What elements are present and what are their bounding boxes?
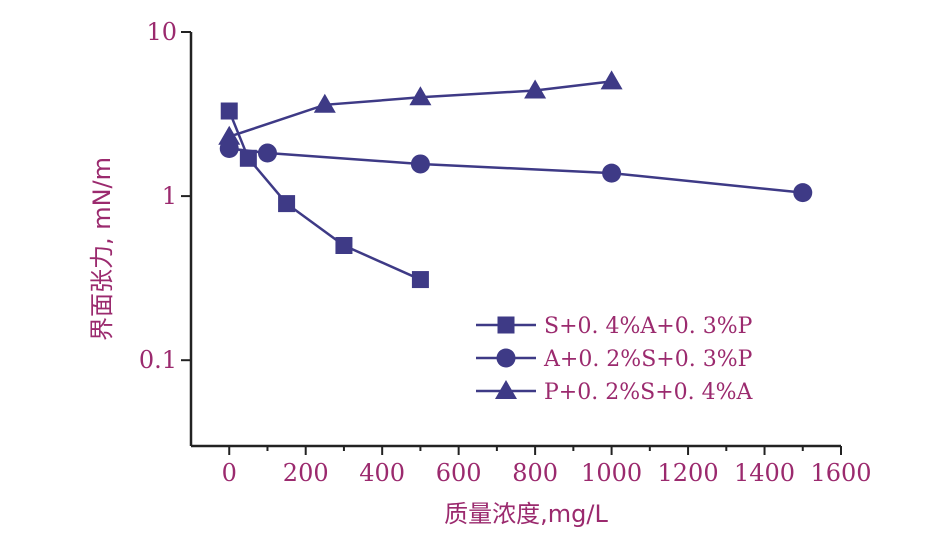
legend-marker	[496, 348, 516, 368]
y-tick-label: 10	[146, 18, 177, 46]
legend-label: S+0. 4%A+0. 3%P	[544, 314, 753, 339]
x-tick-label: 600	[436, 459, 482, 487]
legend-item: S+0. 4%A+0. 3%P	[476, 314, 753, 339]
legend-label: P+0. 2%S+0. 4%A	[544, 380, 754, 405]
x-tick-label: 200	[283, 459, 329, 487]
series-square	[220, 102, 429, 289]
data-point	[278, 195, 296, 213]
legend-item: P+0. 2%S+0. 4%A	[476, 380, 754, 405]
data-point	[410, 154, 430, 174]
data-point	[793, 183, 813, 203]
data-point	[335, 236, 353, 254]
data-point	[218, 125, 241, 145]
y-tick-label: 1	[162, 182, 177, 210]
data-point	[600, 70, 623, 90]
series-line	[228, 110, 421, 281]
data-point	[602, 163, 622, 183]
y-axis-title: 界面张力, mN/m	[88, 157, 116, 341]
legend-item: A+0. 2%S+0. 3%P	[476, 347, 753, 372]
data-point	[257, 143, 277, 163]
x-tick-label: 0	[222, 459, 237, 487]
series-layer	[218, 70, 813, 289]
data-point	[313, 93, 336, 113]
legend-marker	[495, 380, 517, 399]
x-tick-label: 400	[359, 459, 405, 487]
series-triangle	[218, 70, 623, 145]
x-tick-label: 1000	[581, 459, 642, 487]
series-line	[229, 147, 803, 194]
data-point	[524, 79, 547, 99]
x-axis-title: 质量浓度,mg/L	[444, 500, 608, 528]
axes: 0 200 400 600 800 1000 1200 1400 1600 10 1 0.1	[139, 18, 872, 487]
series-circle	[219, 139, 813, 203]
data-point	[220, 102, 238, 120]
legend-label: A+0. 2%S+0. 3%P	[543, 347, 753, 372]
x-tick-label: 1600	[810, 459, 871, 487]
legend-marker	[497, 316, 515, 334]
x-tick-label: 1200	[658, 459, 719, 487]
y-tick-label: 0.1	[139, 346, 177, 374]
x-tick-label: 1400	[734, 459, 795, 487]
data-point	[239, 149, 257, 167]
x-tick-label: 800	[512, 459, 558, 487]
legend: S+0. 4%A+0. 3%P A+0. 2%S+0. 3%P P+0. 2%S+0…	[476, 314, 754, 405]
data-point	[409, 86, 432, 106]
data-point	[411, 271, 429, 289]
